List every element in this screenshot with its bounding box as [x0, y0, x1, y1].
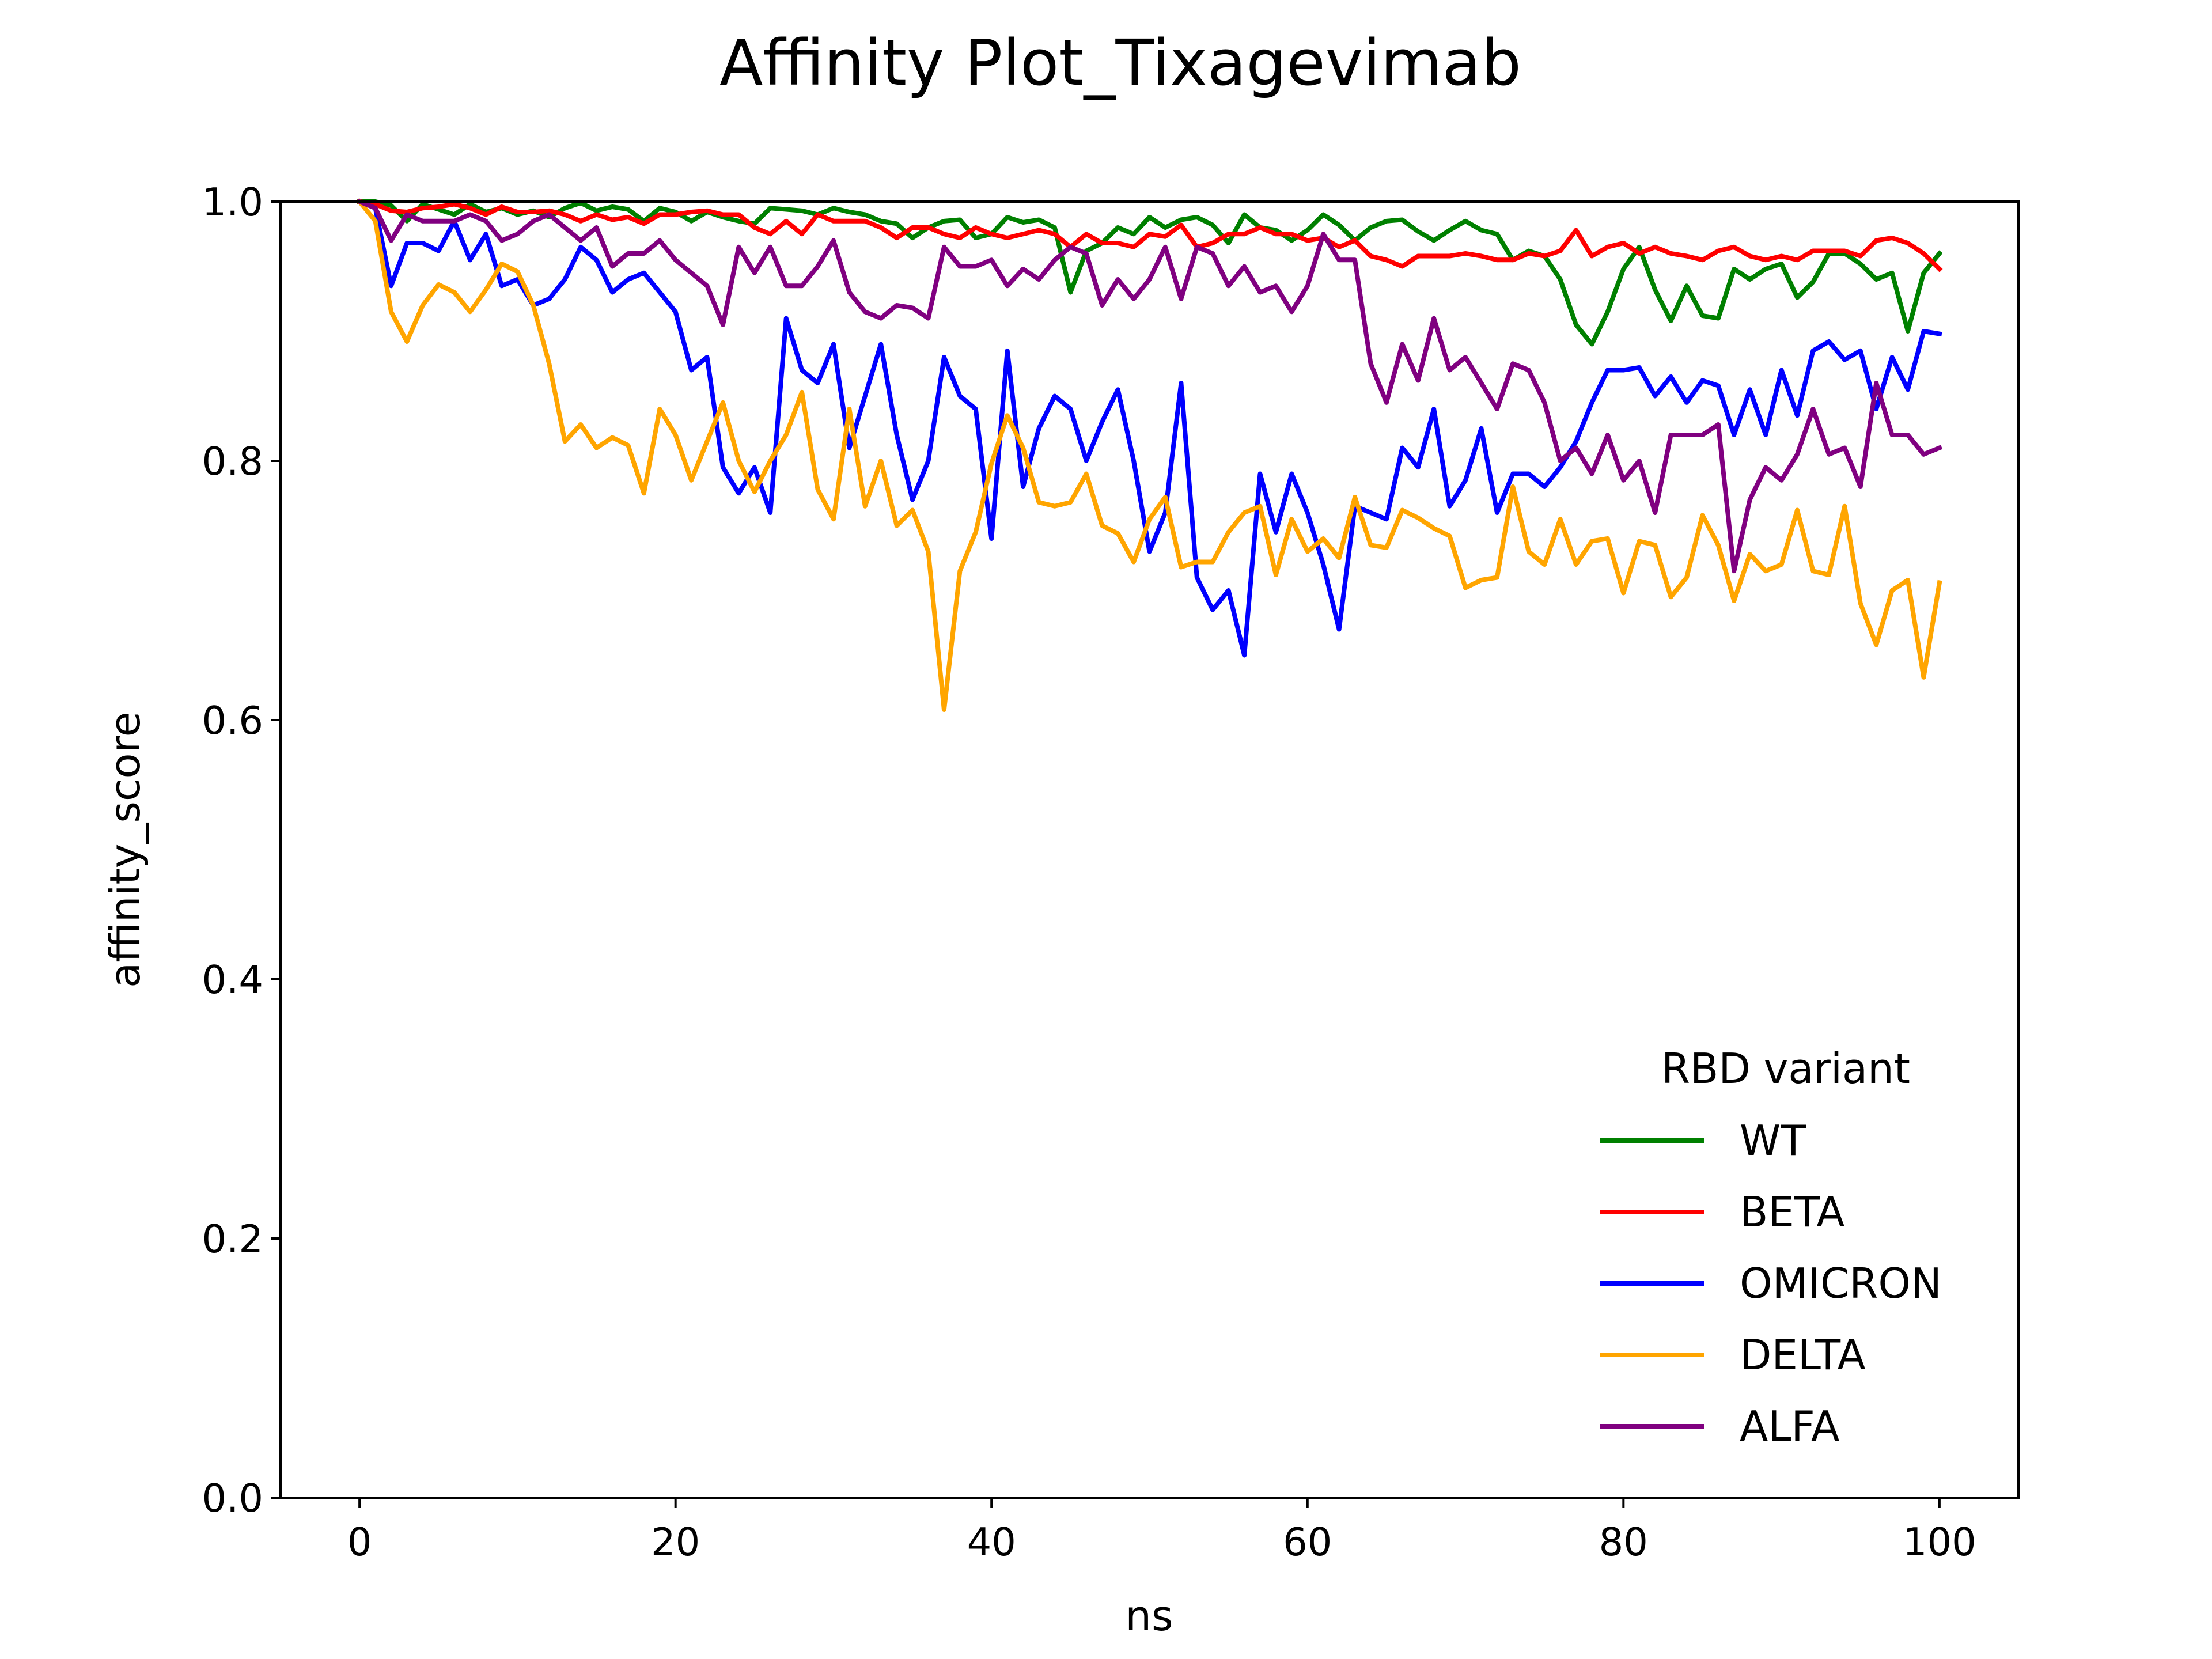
x-tick-label: 80 — [1599, 1520, 1648, 1565]
x-tick-label: 60 — [1283, 1520, 1332, 1565]
x-axis-ticks: 0 20 40 60 80 100 — [347, 1498, 1976, 1565]
legend-label-delta: DELTA — [1740, 1331, 1866, 1379]
legend-label-alfa: ALFA — [1740, 1402, 1839, 1450]
x-tick-label: 40 — [967, 1520, 1016, 1565]
y-axis-ticks: 0.0 0.2 0.4 0.6 0.8 1.0 — [202, 180, 281, 1521]
y-tick-label: 0.6 — [202, 698, 263, 743]
chart-title: Affinity Plot_Tixagevimab — [719, 26, 1521, 100]
legend-items: WT BETA OMICRON DELTA ALFA — [1600, 1116, 1942, 1450]
legend-title: RBD variant — [1661, 1044, 1910, 1093]
plot-area-frame — [279, 200, 2020, 1499]
x-tick-label: 20 — [651, 1520, 700, 1565]
series-line-alfa — [356, 198, 1943, 574]
x-tick-label: 100 — [1903, 1520, 1976, 1565]
legend-label-beta: BETA — [1740, 1188, 1845, 1236]
legend-label-omicron: OMICRON — [1740, 1259, 1942, 1308]
series-line-beta — [357, 199, 1943, 272]
y-tick-label: 0.2 — [202, 1217, 263, 1262]
series-line-omicron — [356, 198, 1942, 658]
legend-label-wt: WT — [1740, 1116, 1806, 1165]
y-tick-label: 0.4 — [202, 957, 263, 1002]
y-tick-label: 0.8 — [202, 439, 263, 484]
x-tick-label: 0 — [347, 1520, 372, 1565]
x-axis-label: ns — [1125, 1592, 1173, 1640]
y-tick-label: 1.0 — [202, 180, 263, 225]
y-axis-label: affinity_score — [101, 711, 149, 988]
chart-legend: RBD variant WT BETA OMICRON DELTA ALFA — [1600, 1044, 1942, 1450]
y-tick-label: 0.0 — [202, 1476, 263, 1521]
series-line-wt — [357, 199, 1943, 347]
series-line-delta — [356, 198, 1942, 712]
series-lines — [356, 198, 1943, 712]
